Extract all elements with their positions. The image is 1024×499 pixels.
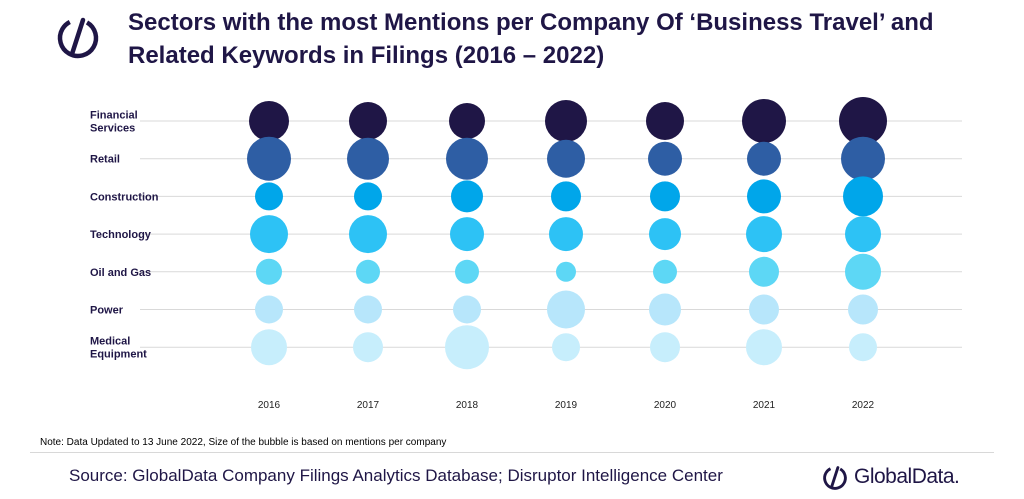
bubble [547, 139, 585, 178]
bubble [843, 176, 883, 217]
bubble [349, 215, 387, 254]
bubble [749, 294, 779, 325]
bubble [445, 325, 489, 370]
y-tick-label: Financial Services [90, 110, 138, 135]
bubble [749, 256, 779, 287]
y-tick-label: Power [90, 305, 124, 317]
bubble [653, 259, 677, 284]
y-tick-label: Technology [90, 229, 152, 241]
bubble [349, 102, 387, 140]
bubble [354, 182, 382, 211]
bubble [449, 103, 485, 139]
bubble [848, 294, 878, 325]
globaldata-logo-icon [57, 17, 99, 59]
bubble [551, 181, 581, 212]
bubble [247, 136, 291, 181]
bubble [646, 102, 684, 140]
bubble [747, 179, 781, 214]
bubble-chart: Financial Services Retail Construction Techn… [90, 97, 962, 411]
bubble [839, 97, 887, 145]
bubble [450, 217, 484, 252]
bubble [556, 261, 576, 282]
bubble [746, 329, 782, 366]
bubble [845, 253, 881, 290]
bubble [356, 259, 380, 284]
bubble [841, 136, 885, 181]
bubble [649, 218, 681, 251]
y-tick-label: Retail [90, 154, 120, 166]
bubble [353, 332, 383, 363]
bubble [451, 180, 483, 213]
bubble [250, 215, 288, 254]
x-tick-label: 2018 [456, 400, 479, 411]
bubble [251, 329, 287, 366]
y-tick-label: Oil and Gas [90, 267, 151, 279]
bubble [849, 333, 877, 362]
bubble [747, 141, 781, 176]
x-tick-label: 2019 [555, 400, 578, 411]
bubble [650, 332, 680, 363]
x-tick-label: 2020 [654, 400, 677, 411]
bubble [249, 101, 289, 141]
chart-note: Note: Data Updated to 13 June 2022, Size… [40, 437, 447, 448]
y-tick-label: Construction [90, 191, 159, 203]
brand-name: GlobalData. [854, 465, 960, 488]
chart-title: Sectors with the most Mentions per Compa… [128, 9, 934, 69]
x-tick-label: 2021 [753, 400, 776, 411]
bubble [648, 141, 682, 176]
bubble [455, 259, 479, 284]
x-tick-label: 2016 [258, 400, 281, 411]
footer-divider [30, 452, 994, 453]
bubble [255, 182, 283, 211]
bubble [650, 181, 680, 212]
globaldata-logo-icon [823, 466, 847, 490]
bubble [845, 216, 881, 253]
x-tick-label: 2022 [852, 400, 875, 411]
bubble [256, 258, 282, 285]
bubble [549, 217, 583, 252]
bubble [347, 137, 389, 180]
y-tick-label: Medical Equipment [90, 336, 147, 361]
bubble [545, 100, 587, 142]
bubble [255, 295, 283, 324]
bubble [446, 137, 488, 180]
source-text: Source: GlobalData Company Filings Analy… [69, 466, 723, 485]
bubble [742, 99, 786, 143]
bubble [547, 290, 585, 329]
bubble [746, 216, 782, 253]
x-tick-label: 2017 [357, 400, 380, 411]
bubble [354, 295, 382, 324]
bubble [453, 295, 481, 324]
bubble [649, 293, 681, 326]
bubble [552, 333, 580, 362]
